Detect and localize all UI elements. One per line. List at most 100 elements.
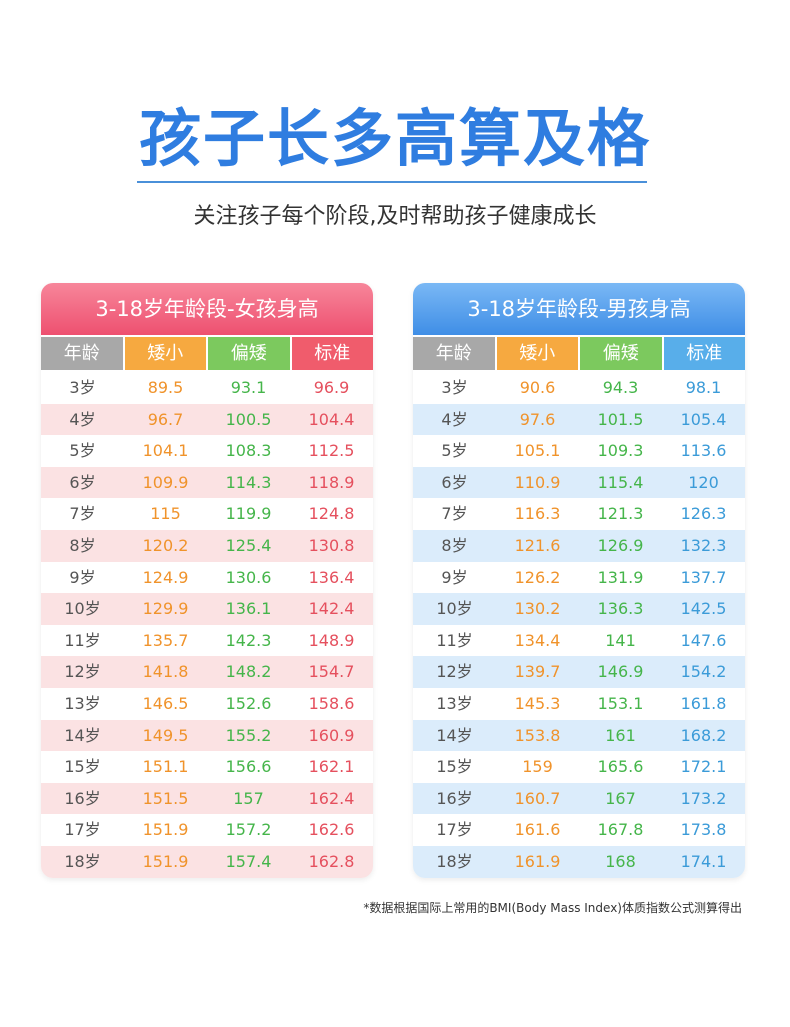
table-row: 16岁 151.5 157 162.4 bbox=[41, 782, 373, 815]
table-cell: 151.1 bbox=[142, 757, 189, 777]
table-cell: 124.9 bbox=[142, 567, 189, 587]
column-header: 偏矮 bbox=[208, 337, 290, 370]
column-header: 偏矮 bbox=[580, 337, 662, 370]
table-cell: 158.6 bbox=[308, 693, 355, 713]
table-cell: 93.1 bbox=[230, 378, 267, 397]
table-row: 12岁 141.8 148.2 154.7 bbox=[41, 656, 373, 688]
height-table: 3-18岁年龄段-女孩身高 年龄 矮小 偏矮 标准 3岁 89.5 93.1 96.9 4岁 96.… bbox=[41, 283, 373, 878]
table-row: 18岁 151.9 157.4 162.8 bbox=[41, 845, 373, 878]
table-cell: 115 bbox=[150, 504, 181, 524]
table-cell: 162.6 bbox=[308, 820, 355, 840]
table-cell: 109.3 bbox=[597, 441, 644, 461]
header-row: 年龄 矮小 偏矮 标准 bbox=[41, 337, 373, 370]
page-title: 孩子长多高算及格 bbox=[138, 102, 651, 175]
table-cell: 136.3 bbox=[597, 599, 644, 619]
column-header: 标准 bbox=[291, 337, 373, 370]
header-row: 年龄 矮小 偏矮 标准 bbox=[413, 337, 745, 370]
table-cell: 5岁 bbox=[69, 441, 96, 461]
table-cell: 156.6 bbox=[225, 757, 272, 777]
table-cell: 3岁 bbox=[69, 378, 96, 397]
table-cell: 173.8 bbox=[680, 820, 727, 840]
table-cell: 129.9 bbox=[142, 599, 189, 619]
column-header: 年龄 bbox=[413, 337, 495, 370]
table-row: 3岁 89.5 93.1 96.9 bbox=[41, 372, 373, 404]
table-row: 15岁 151.1 156.6 162.1 bbox=[41, 751, 373, 783]
table-cell: 132.3 bbox=[680, 535, 727, 555]
table-cell: 147.6 bbox=[680, 630, 727, 650]
table-cell: 11岁 bbox=[64, 630, 101, 650]
table-cell: 94.3 bbox=[602, 378, 639, 397]
table-cell: 9岁 bbox=[69, 567, 96, 587]
table-cell: 121.3 bbox=[597, 504, 644, 524]
table-cell: 108.3 bbox=[225, 441, 272, 461]
table-title: 3-18岁年龄段-男孩身高 bbox=[413, 283, 745, 335]
table-cell: 157.4 bbox=[225, 851, 272, 871]
table-cell: 118.9 bbox=[308, 472, 355, 492]
table-cell: 11岁 bbox=[436, 630, 473, 650]
table-row: 3岁 90.6 94.3 98.1 bbox=[413, 372, 745, 404]
table-cell: 9岁 bbox=[441, 567, 468, 587]
table-cell: 16岁 bbox=[436, 788, 473, 808]
table-cell: 116.3 bbox=[514, 504, 561, 524]
table-cell: 96.9 bbox=[313, 378, 350, 397]
table-cell: 120.2 bbox=[142, 535, 189, 555]
table-row: 15岁 159 165.6 172.1 bbox=[413, 751, 745, 783]
table-cell: 18岁 bbox=[436, 851, 473, 871]
table-cell: 3岁 bbox=[441, 378, 468, 397]
table-cell: 153.8 bbox=[514, 725, 561, 745]
table-cell: 97.6 bbox=[519, 409, 556, 429]
table-cell: 105.4 bbox=[680, 409, 727, 429]
table-row: 18岁 161.9 168 174.1 bbox=[413, 845, 745, 878]
table-cell: 137.7 bbox=[680, 567, 727, 587]
table-cell: 165.6 bbox=[597, 757, 644, 777]
table-row: 4岁 97.6 101.5 105.4 bbox=[413, 403, 745, 436]
table-row: 11岁 135.7 142.3 148.9 bbox=[41, 625, 373, 657]
table-cell: 10岁 bbox=[436, 599, 473, 619]
table-cell: 130.8 bbox=[308, 535, 355, 555]
table-cell: 104.1 bbox=[142, 441, 189, 461]
table-cell: 96.7 bbox=[147, 409, 184, 429]
table-cell: 105.1 bbox=[514, 441, 561, 461]
table-row: 4岁 96.7 100.5 104.4 bbox=[41, 403, 373, 436]
table-cell: 148.2 bbox=[225, 662, 272, 682]
table-cell: 152.6 bbox=[225, 693, 272, 713]
table-cell: 113.6 bbox=[680, 441, 727, 461]
table-cell: 141.8 bbox=[142, 662, 189, 682]
table-cell: 130.2 bbox=[514, 599, 561, 619]
table-cell: 174.1 bbox=[680, 851, 727, 871]
table-body: 3岁 89.5 93.1 96.9 4岁 96.7 100.5 104.4 5岁 104.1 108… bbox=[41, 372, 373, 878]
table-cell: 151.9 bbox=[142, 851, 189, 871]
table-body: 3岁 90.6 94.3 98.1 4岁 97.6 101.5 105.4 5岁 105.1 109… bbox=[413, 372, 745, 878]
table-cell: 109.9 bbox=[142, 472, 189, 492]
table-cell: 124.8 bbox=[308, 504, 355, 524]
table-cell: 168.2 bbox=[680, 725, 727, 745]
table-row: 9岁 124.9 130.6 136.4 bbox=[41, 562, 373, 594]
table-cell: 167 bbox=[605, 788, 636, 808]
table-cell: 157.2 bbox=[225, 820, 272, 840]
table-cell: 162.1 bbox=[308, 757, 355, 777]
table-cell: 136.4 bbox=[308, 567, 355, 587]
table-cell: 114.3 bbox=[225, 472, 272, 492]
table-row: 9岁 126.2 131.9 137.7 bbox=[413, 562, 745, 594]
table-cell: 104.4 bbox=[308, 409, 355, 429]
table-row: 6岁 110.9 115.4 120 bbox=[413, 466, 745, 499]
table-cell: 90.6 bbox=[519, 378, 556, 397]
column-header: 矮小 bbox=[496, 337, 578, 370]
table-cell: 112.5 bbox=[308, 441, 355, 461]
table-cell: 139.7 bbox=[514, 662, 561, 682]
table-cell: 168 bbox=[605, 851, 636, 871]
column-header: 标准 bbox=[663, 337, 745, 370]
table-cell: 5岁 bbox=[441, 441, 468, 461]
table-cell: 155.2 bbox=[225, 725, 272, 745]
table-cell: 18岁 bbox=[64, 851, 101, 871]
table-cell: 161.9 bbox=[514, 851, 561, 871]
table-cell: 151.9 bbox=[142, 820, 189, 840]
table-cell: 12岁 bbox=[436, 662, 473, 682]
table-cell: 146.9 bbox=[597, 662, 644, 682]
table-cell: 10岁 bbox=[64, 599, 101, 619]
height-table: 3-18岁年龄段-男孩身高 年龄 矮小 偏矮 标准 3岁 90.6 94.3 98.1 4岁 97.… bbox=[413, 283, 745, 878]
table-cell: 101.5 bbox=[597, 409, 644, 429]
table-row: 7岁 116.3 121.3 126.3 bbox=[413, 498, 745, 530]
table-cell: 149.5 bbox=[142, 725, 189, 745]
table-cell: 160.9 bbox=[308, 725, 355, 745]
